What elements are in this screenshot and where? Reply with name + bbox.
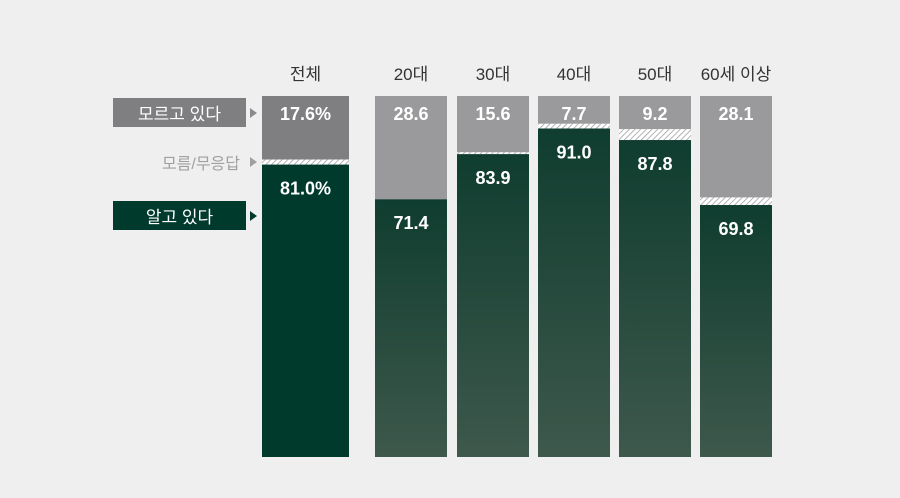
value-label-dont-know: 15.6 xyxy=(475,104,510,124)
bar-no-answer xyxy=(457,152,529,155)
value-label-know: 83.9 xyxy=(475,168,510,188)
category-label: 50대 xyxy=(638,65,673,84)
legend-no-answer: 모름/무응답 xyxy=(138,150,240,174)
legend-dont-know: 모르고 있다 xyxy=(113,98,246,127)
value-label-know: 81.0% xyxy=(280,179,331,199)
bar-know xyxy=(262,164,349,457)
bar-dont-know xyxy=(538,96,610,124)
bar-dont-know xyxy=(375,96,447,200)
bars-group xyxy=(262,96,772,458)
bar-dont-know xyxy=(619,96,691,130)
bar-no-answer xyxy=(619,129,691,141)
bar-know xyxy=(457,154,529,457)
legend-dont-know-label: 모르고 있다 xyxy=(138,105,221,124)
value-label-know: 69.8 xyxy=(718,219,753,239)
value-label-dont-know: 28.1 xyxy=(718,104,753,124)
legend-no-answer-arrow-icon xyxy=(250,157,257,167)
category-label: 전체 xyxy=(290,65,321,84)
legend-know-arrow-icon xyxy=(250,211,257,221)
value-label-dont-know: 28.6 xyxy=(393,104,428,124)
category-label: 60세 이상 xyxy=(701,65,772,84)
legend-dont-know-arrow-icon xyxy=(250,108,257,118)
category-label: 20대 xyxy=(394,65,429,84)
category-label: 40대 xyxy=(557,65,592,84)
labels-group: 전체 17.6% 81.0% 20대 28.6 71.4 30대 15.6 83.9 40대 7.7… xyxy=(280,65,772,239)
value-label-know: 71.4 xyxy=(393,213,428,233)
bar-dont-know xyxy=(457,96,529,153)
value-label-dont-know: 9.2 xyxy=(642,104,667,124)
bar-know xyxy=(375,199,447,457)
legend-know-label: 알고 있다 xyxy=(145,208,214,227)
value-label-dont-know: 7.7 xyxy=(561,104,586,124)
legend-know: 알고 있다 xyxy=(113,201,246,230)
bar-dont-know xyxy=(262,96,349,160)
legend-no-answer-label: 모름/무응답 xyxy=(161,156,240,173)
value-label-know: 91.0 xyxy=(556,142,591,162)
bar-know xyxy=(700,205,772,457)
value-label-know: 87.8 xyxy=(637,154,672,174)
bar-know xyxy=(619,140,691,458)
bar-know xyxy=(538,128,610,458)
bar-no-answer xyxy=(700,197,772,206)
bar-dont-know xyxy=(700,96,772,198)
value-label-dont-know: 17.6% xyxy=(280,104,331,124)
bar-no-answer xyxy=(538,123,610,129)
bar-no-answer xyxy=(262,159,349,165)
category-label: 30대 xyxy=(476,65,511,84)
